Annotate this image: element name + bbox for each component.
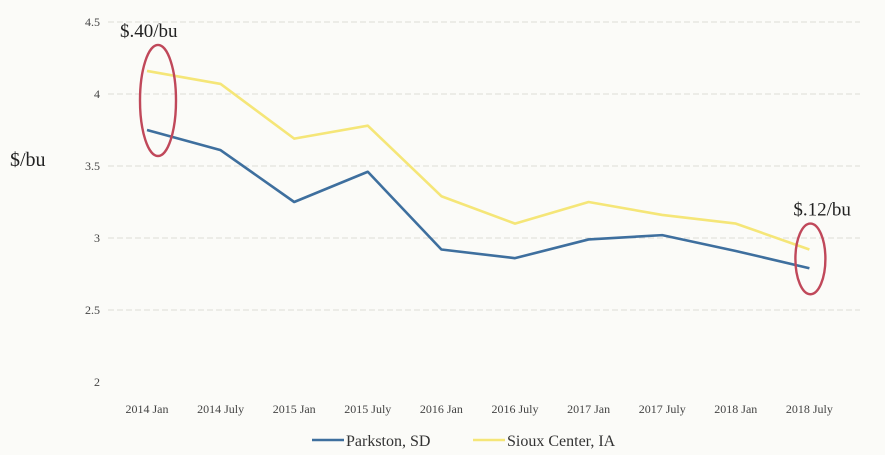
gridlines bbox=[108, 21, 860, 311]
x-tick-label: 2017 July bbox=[639, 402, 686, 416]
x-axis-ticks: 2014 Jan 2014 July 2015 Jan 2015 July 2016 J… bbox=[126, 402, 833, 416]
annotation-label: $.40/bu bbox=[120, 21, 178, 42]
x-tick-label: 2014 July bbox=[197, 402, 244, 416]
legend: Parkston, SD Sioux Center, IA bbox=[312, 433, 616, 450]
y-tick-label: 4.5 bbox=[85, 15, 100, 29]
y-tick-label: 3 bbox=[94, 231, 100, 245]
x-tick-label: 2017 Jan bbox=[567, 402, 610, 416]
y-tick-label: 3.5 bbox=[85, 159, 100, 173]
annotations: $.40/bu $.12/bu bbox=[120, 21, 851, 296]
y-tick-label: 2.5 bbox=[85, 303, 100, 317]
series-line-1 bbox=[146, 128, 810, 270]
x-tick-label: 2016 Jan bbox=[420, 402, 463, 416]
x-tick-label: 2015 July bbox=[344, 402, 391, 416]
x-tick-label: 2014 Jan bbox=[126, 402, 169, 416]
series-line-2 bbox=[146, 69, 810, 251]
x-tick-label: 2018 Jan bbox=[714, 402, 757, 416]
annotation-label: $.12/bu bbox=[793, 200, 851, 221]
x-tick-label: 2018 July bbox=[786, 402, 833, 416]
series-lines bbox=[146, 69, 810, 270]
annotation-circle bbox=[138, 43, 178, 158]
y-tick-label: 4 bbox=[94, 87, 100, 101]
y-axis-ticks: 4.5 4 3.5 3 2.5 2 bbox=[85, 15, 100, 389]
annotation-circle bbox=[794, 222, 827, 296]
legend-label: Parkston, SD bbox=[346, 433, 430, 450]
y-tick-label: 2 bbox=[94, 375, 100, 389]
y-axis-label: $/bu bbox=[10, 149, 46, 171]
x-tick-label: 2016 July bbox=[491, 402, 538, 416]
x-tick-label: 2015 Jan bbox=[273, 402, 316, 416]
legend-label: Sioux Center, IA bbox=[507, 433, 616, 450]
